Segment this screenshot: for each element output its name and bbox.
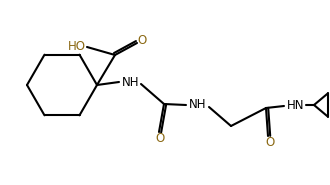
Text: HO: HO	[68, 40, 86, 53]
Text: HN: HN	[287, 98, 305, 112]
Text: O: O	[137, 33, 147, 46]
Text: NH: NH	[122, 75, 140, 88]
Text: O: O	[265, 137, 275, 149]
Text: O: O	[155, 132, 165, 145]
Text: NH: NH	[189, 97, 207, 110]
